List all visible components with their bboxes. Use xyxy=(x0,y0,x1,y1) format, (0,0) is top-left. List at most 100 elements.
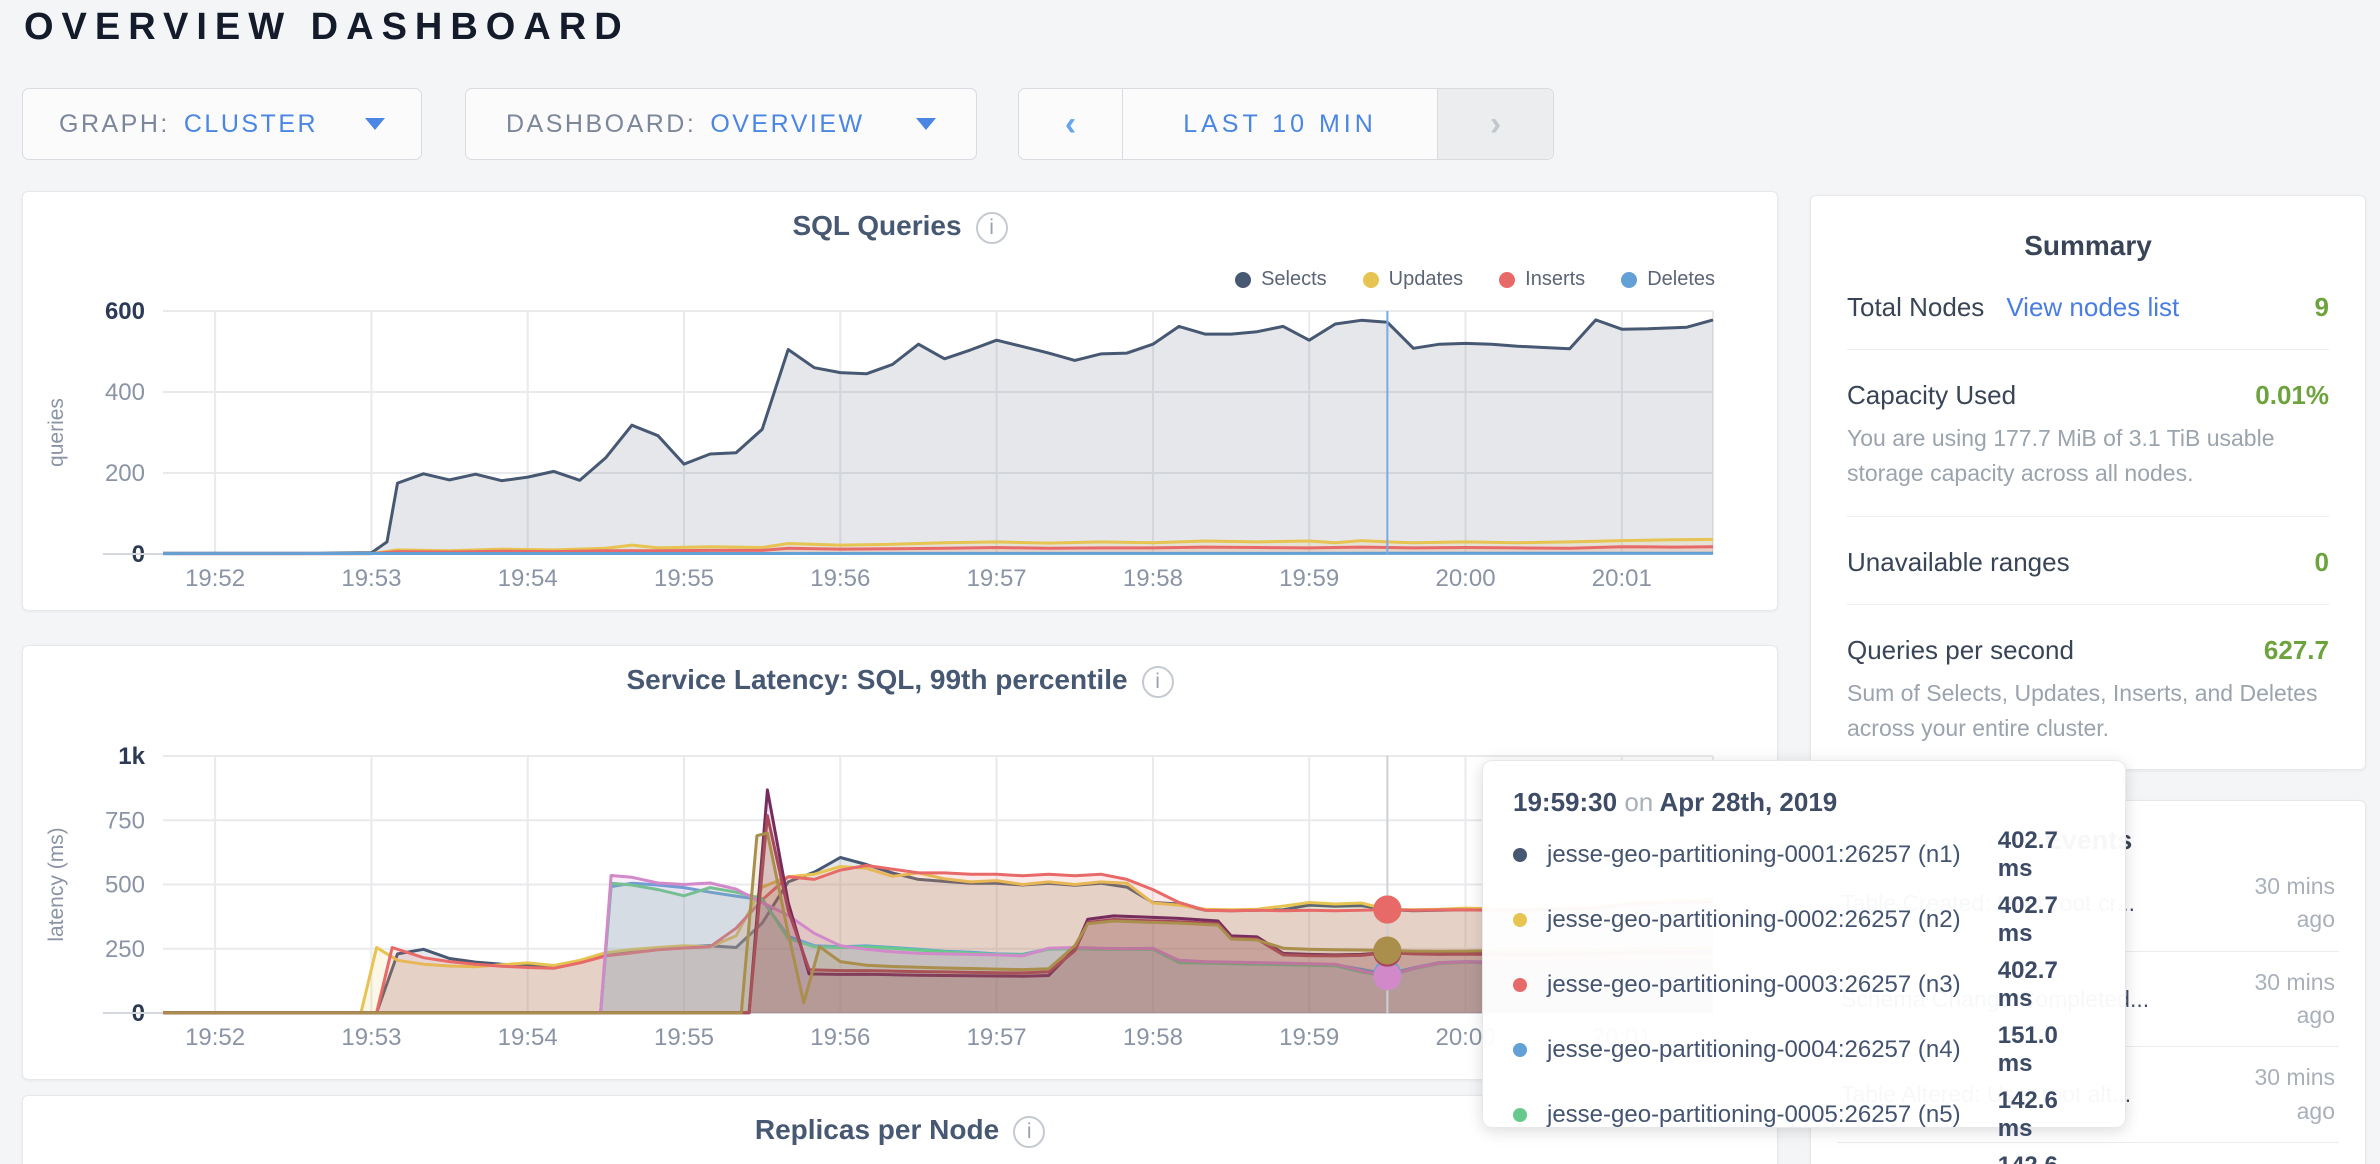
svg-text:19:55: 19:55 xyxy=(654,1024,714,1051)
tooltip-node-name: jesse-geo-partitioning-0001:26257 (n1) xyxy=(1547,841,1961,868)
info-icon[interactable]: i xyxy=(975,211,1008,244)
total-nodes-value: 9 xyxy=(2314,292,2329,322)
summary-panel: Summary Total Nodes View nodes list 9 Ca… xyxy=(1810,195,2366,832)
graph-dropdown[interactable]: GRAPH: CLUSTER xyxy=(22,88,422,160)
svg-text:19:53: 19:53 xyxy=(341,565,401,592)
tooltip-node-value: 142.6 ms xyxy=(1997,1087,2058,1142)
series-n3-line xyxy=(163,864,1714,1015)
legend-item-deletes[interactable]: Deletes xyxy=(1621,268,1715,291)
svg-text:19:58: 19:58 xyxy=(1123,565,1183,592)
svg-text:200: 200 xyxy=(105,460,145,487)
legend-item-updates[interactable]: Updates xyxy=(1362,268,1463,291)
chevron-down-icon xyxy=(916,118,936,130)
series-dot-icon xyxy=(1513,1043,1527,1057)
chevron-down-icon xyxy=(365,118,385,130)
series-Selects-area xyxy=(163,319,1713,554)
page-title: OVERVIEW DASHBOARD xyxy=(24,6,630,48)
tooltip-row: jesse-geo-partitioning-0005:26257 (n5) 14… xyxy=(1513,1087,2095,1143)
qps-description: Sum of Selects, Updates, Inserts, and De… xyxy=(1847,680,2318,741)
dashboard-dropdown-value: OVERVIEW xyxy=(710,109,865,138)
crosshair-dot-n9 xyxy=(1373,936,1402,965)
view-nodes-list-link[interactable]: View nodes list xyxy=(2006,292,2180,322)
series-Updates-line xyxy=(163,537,1714,556)
legend-label: Selects xyxy=(1261,268,1327,290)
dashboard-dropdown-label: DASHBOARD: xyxy=(506,109,697,138)
total-nodes-label: Total Nodes xyxy=(1847,292,1985,322)
tooltip-node-value: 402.7 ms xyxy=(1997,827,2058,882)
tooltip-row: jesse-geo-partitioning-0003:26257 (n3) 40… xyxy=(1513,957,2095,1013)
summary-row-qps: Queries per second 627.7 xyxy=(1847,635,2329,666)
info-icon[interactable]: i xyxy=(1141,665,1174,698)
svg-text:750: 750 xyxy=(105,807,145,834)
series-n3-area xyxy=(163,865,1713,1013)
svg-text:1k: 1k xyxy=(118,743,145,770)
svg-text:500: 500 xyxy=(105,872,145,899)
legend-item-inserts[interactable]: Inserts xyxy=(1499,268,1585,291)
graph-dropdown-value: CLUSTER xyxy=(183,109,319,138)
series-dot-icon xyxy=(1513,978,1527,992)
svg-text:19:58: 19:58 xyxy=(1123,1024,1183,1051)
summary-row-unavailable-ranges: Unavailable ranges 0 xyxy=(1847,547,2329,578)
svg-text:19:54: 19:54 xyxy=(498,565,558,592)
time-range-label[interactable]: LAST 10 MIN xyxy=(1183,109,1377,138)
crosshair-dot-n6 xyxy=(1373,962,1402,991)
svg-text:19:53: 19:53 xyxy=(341,1024,401,1051)
event-timestamp: 30 mins ago xyxy=(2217,1157,2335,1164)
divider xyxy=(1847,604,2329,605)
tooltip-row: jesse-geo-partitioning-0001:26257 (n1) 40… xyxy=(1513,827,2095,883)
capacity-used-description: You are using 177.7 MiB of 3.1 TiB usabl… xyxy=(1847,425,2275,486)
tooltip-rows: jesse-geo-partitioning-0001:26257 (n1) 40… xyxy=(1513,827,2095,1164)
event-row: Table Created: User root cr...30 mins ag… xyxy=(1837,1143,2339,1164)
info-icon[interactable]: i xyxy=(1013,1115,1046,1148)
sql-queries-card: SQL Queries i Selects Updates Inserts Delete… xyxy=(22,191,1778,611)
divider xyxy=(1847,516,2329,517)
svg-text:20:00: 20:00 xyxy=(1435,565,1495,592)
chevron-right-icon: › xyxy=(1489,105,1502,143)
legend-dot-icon xyxy=(1235,271,1252,288)
series-dot-icon xyxy=(1513,1108,1527,1122)
tooltip-row: jesse-geo-partitioning-0002:26257 (n2) 40… xyxy=(1513,892,2095,948)
summary-title: Summary xyxy=(2024,230,2152,261)
qps-value: 627.7 xyxy=(2263,635,2329,665)
legend-label: Deletes xyxy=(1647,268,1715,290)
sql-queries-legend: Selects Updates Inserts Deletes xyxy=(1235,268,1715,291)
tooltip-node-name: jesse-geo-partitioning-0005:26257 (n5) xyxy=(1547,1101,1961,1128)
tooltip-node-value: 402.7 ms xyxy=(1997,957,2058,1012)
series-n4-area xyxy=(163,883,1713,1013)
series-n2-line xyxy=(163,865,1714,1015)
series-n5-area xyxy=(163,883,1713,1013)
time-next-button[interactable]: › xyxy=(1437,89,1553,159)
tooltip-node-value: 151.0 ms xyxy=(1997,1022,2058,1077)
legend-label: Inserts xyxy=(1525,268,1586,290)
tooltip-node-name: jesse-geo-partitioning-0003:26257 (n3) xyxy=(1547,971,1961,998)
legend-item-selects[interactable]: Selects xyxy=(1235,268,1327,291)
series-n1-area xyxy=(163,857,1713,1013)
series-n2-area xyxy=(163,866,1713,1013)
chart-hover-tooltip: 19:59:30 on Apr 28th, 2019 jesse-geo-par… xyxy=(1482,760,2126,1164)
time-range-selector: ‹ LAST 10 MIN › xyxy=(1018,88,1554,160)
capacity-used-label: Capacity Used xyxy=(1847,380,2017,410)
dashboard-dropdown[interactable]: DASHBOARD: OVERVIEW xyxy=(465,88,977,160)
svg-text:20:01: 20:01 xyxy=(1592,565,1652,592)
series-Selects-line xyxy=(163,318,1714,555)
event-timestamp: 30 mins ago xyxy=(2254,968,2335,1029)
svg-text:queries: queries xyxy=(45,398,68,467)
series-n6-area xyxy=(163,875,1713,1013)
series-Inserts-line xyxy=(163,545,1714,556)
tooltip-node-name: jesse-geo-partitioning-0004:26257 (n4) xyxy=(1547,1036,1961,1063)
event-timestamp: 30 mins ago xyxy=(2254,1064,2335,1124)
svg-text:400: 400 xyxy=(105,379,145,406)
svg-text:250: 250 xyxy=(105,936,145,963)
service-latency-chart-title: Service Latency: SQL, 99th percentile i xyxy=(23,664,1777,698)
summary-row-total-nodes: Total Nodes View nodes list 9 xyxy=(1847,292,2329,323)
svg-text:19:57: 19:57 xyxy=(967,1024,1027,1051)
legend-dot-icon xyxy=(1499,271,1516,288)
replicas-per-node-chart-title: Replicas per Node i xyxy=(23,1114,1777,1148)
svg-text:19:54: 19:54 xyxy=(498,1024,558,1051)
divider xyxy=(1847,349,2329,350)
tooltip-node-value: 402.7 ms xyxy=(1997,892,2058,947)
time-prev-button[interactable]: ‹ xyxy=(1019,89,1123,159)
svg-text:19:57: 19:57 xyxy=(967,565,1027,592)
